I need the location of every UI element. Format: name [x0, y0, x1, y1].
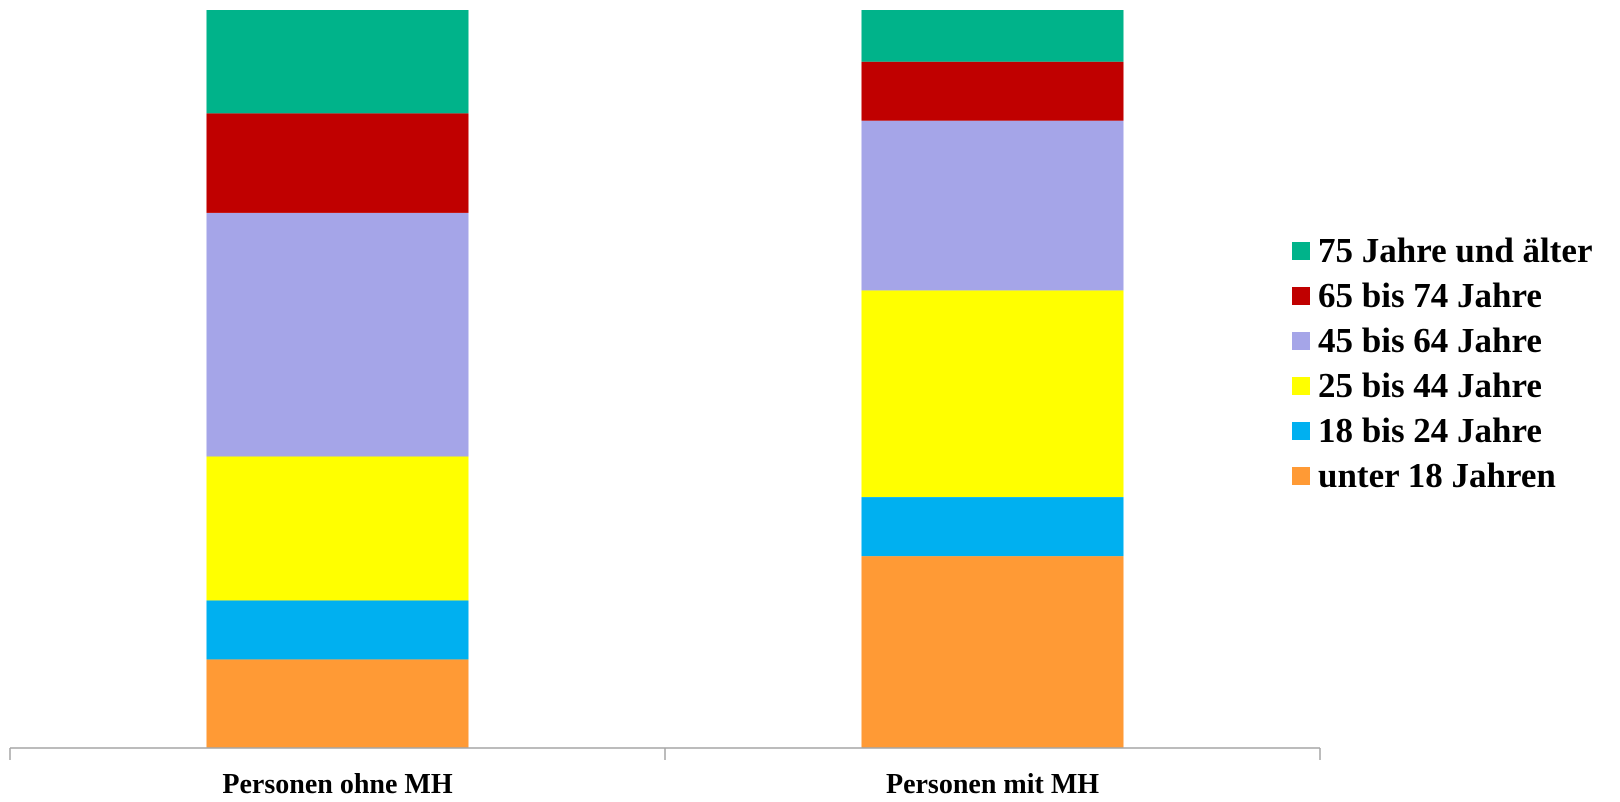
legend-label: 75 Jahre und älter [1318, 230, 1593, 270]
category-labels: Personen ohne MH Personen mit MH [222, 769, 1099, 800]
legend-swatch [1292, 331, 1310, 350]
bars-group [206, 10, 1124, 748]
legend-swatch [1292, 376, 1310, 395]
legend-swatch [1292, 241, 1310, 260]
legend-label: unter 18 Jahren [1318, 455, 1556, 495]
bar-segment-0-1 [206, 600, 469, 660]
legend-item-3: 25 bis 44 Jahre [1292, 363, 1593, 408]
bar-segment-0-0 [206, 659, 469, 748]
legend-item-1: 65 bis 74 Jahre [1292, 273, 1593, 318]
bar-segment-1-0 [861, 556, 1124, 748]
bar-segment-1-4 [861, 61, 1124, 121]
x-axis-ticks [9, 748, 1321, 760]
legend: 75 Jahre und älter 65 bis 74 Jahre 45 bis … [1292, 228, 1593, 498]
bar-segment-0-4 [206, 113, 469, 213]
bar-segment-1-1 [861, 497, 1124, 557]
bar-segment-0-5 [206, 10, 469, 114]
bar-segment-1-2 [861, 290, 1124, 497]
legend-label: 45 bis 64 Jahre [1318, 320, 1542, 360]
bar-segment-1-3 [861, 120, 1124, 291]
legend-swatch [1292, 421, 1310, 440]
legend-label: 25 bis 44 Jahre [1318, 365, 1542, 405]
x-tick-label-0: Personen ohne MH [222, 769, 452, 800]
bar-segment-1-5 [861, 10, 1124, 62]
legend-label: 18 bis 24 Jahre [1318, 410, 1542, 450]
x-tick-label-1: Personen mit MH [886, 769, 1099, 800]
legend-label: 65 bis 74 Jahre [1318, 275, 1542, 315]
legend-swatch [1292, 286, 1310, 305]
legend-item-5: unter 18 Jahren [1292, 453, 1593, 498]
bar-segment-0-2 [206, 456, 469, 601]
legend-item-2: 45 bis 64 Jahre [1292, 318, 1593, 363]
legend-item-0: 75 Jahre und älter [1292, 228, 1593, 273]
legend-swatch [1292, 466, 1310, 485]
bar-segment-0-3 [206, 213, 469, 457]
legend-item-4: 18 bis 24 Jahre [1292, 408, 1593, 453]
